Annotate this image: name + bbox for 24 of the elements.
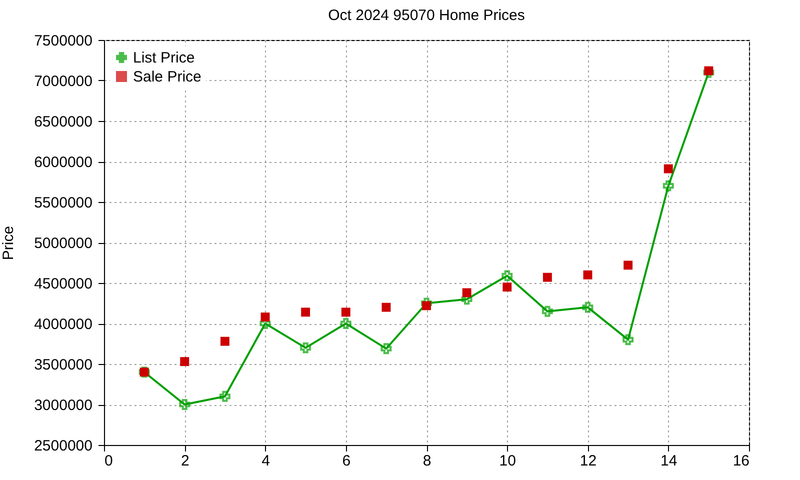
- y-tick-label: 4000000: [34, 316, 92, 333]
- x-tick-label: 14: [660, 452, 678, 470]
- x-tick-label: 6: [342, 452, 351, 470]
- y-tick-label: 7500000: [34, 32, 92, 50]
- y-tick-label: 3000000: [34, 397, 92, 414]
- x-tick-label: 10: [499, 452, 516, 470]
- x-tick-label: 0: [104, 452, 113, 470]
- chart-title: Oct 2024 95070 Home Prices: [328, 7, 525, 24]
- y-axis-title: Price: [0, 226, 18, 260]
- y-tick-label: 6500000: [34, 114, 92, 130]
- y-tick-label: 2500000: [34, 438, 92, 454]
- x-tick-label: 16: [732, 452, 750, 470]
- y-tick-label: 5000000: [34, 235, 92, 252]
- legend-label: List Price: [133, 50, 195, 66]
- x-tick-label: 8: [422, 452, 432, 470]
- y-tick-label: 6000000: [34, 154, 92, 171]
- y-tick-label: 4500000: [34, 276, 92, 292]
- x-tick-label: 4: [262, 452, 270, 470]
- y-tick-label: 5500000: [34, 194, 92, 212]
- y-tick-label: 3500000: [34, 356, 92, 374]
- legend-label: Sale Price: [133, 68, 202, 86]
- x-tick-label: 2: [180, 452, 190, 470]
- y-tick-label: 7000000: [34, 73, 92, 90]
- x-tick-label: 12: [580, 452, 597, 470]
